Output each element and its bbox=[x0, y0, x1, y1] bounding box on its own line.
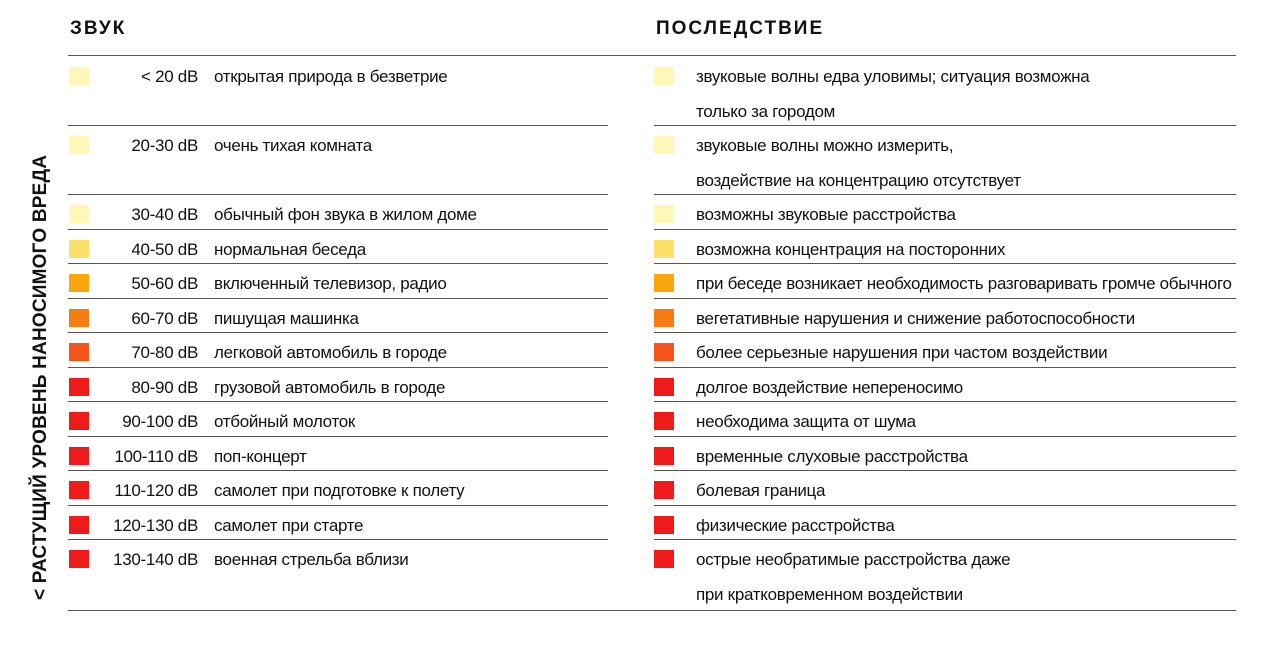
row-divider bbox=[68, 435, 608, 437]
row-divider bbox=[654, 194, 1236, 195]
sound-level-swatch bbox=[69, 205, 89, 223]
sound-level-swatch bbox=[69, 481, 89, 499]
effect-text: возможны звуковые расстройства bbox=[696, 205, 956, 224]
sound-level: 80-90 dB bbox=[131, 377, 198, 397]
effect-text: возможна концентрация на посторонних bbox=[696, 239, 1006, 259]
effect-text: звуковые волны можно измерить, bbox=[696, 136, 954, 155]
row-divider bbox=[68, 401, 608, 402]
row-divider bbox=[68, 297, 608, 299]
sound-source: легковой автомобиль в городе bbox=[214, 343, 447, 362]
sound-source: самолет при подготовке к полету bbox=[214, 481, 465, 500]
effect-swatch bbox=[654, 136, 674, 154]
sound-source: отбойный молоток bbox=[214, 412, 356, 431]
row-divider bbox=[654, 332, 1236, 333]
effect-text: острые необратимые расстройства даже bbox=[696, 550, 1011, 569]
sound-level: 70-80 dB bbox=[131, 343, 198, 362]
sound-level: < 20 dB bbox=[141, 67, 198, 86]
sound-level: 40-50 dB bbox=[131, 239, 198, 259]
row-divider bbox=[654, 504, 1236, 506]
sound-level-swatch bbox=[69, 377, 89, 396]
sound-level-swatch bbox=[69, 515, 89, 534]
sound-level-swatch bbox=[69, 446, 89, 465]
sound-level-swatch bbox=[69, 308, 89, 327]
sound-source: обычный фон звука в жилом доме bbox=[214, 205, 477, 224]
harm-axis-label: < РАСТУЩИЙ УРОВЕНЬ НАНОСИМОГО ВРЕДА bbox=[30, 154, 51, 600]
effect-swatch bbox=[654, 67, 674, 85]
effect-text: только за городом bbox=[696, 101, 836, 121]
sound-source: грузовой автомобиль в городе bbox=[214, 377, 446, 397]
table-bottom-rule bbox=[68, 610, 1236, 611]
effect-text: при кратковременном воздействии bbox=[696, 584, 963, 604]
sound-level-swatch bbox=[69, 67, 89, 85]
effect-swatch bbox=[654, 205, 674, 223]
row-divider bbox=[654, 401, 1236, 402]
row-divider bbox=[654, 435, 1236, 437]
effect-text: необходима защита от шума bbox=[696, 412, 916, 431]
row-divider bbox=[654, 125, 1236, 126]
effect-swatch bbox=[654, 515, 674, 534]
effect-text: физические расстройства bbox=[696, 515, 895, 535]
effect-text: болевая граница bbox=[696, 481, 826, 500]
row-divider bbox=[68, 504, 608, 506]
sound-level-swatch bbox=[69, 274, 89, 292]
row-divider bbox=[68, 470, 608, 471]
effect-text: воздействие на концентрацию отсутствует bbox=[696, 170, 1021, 190]
sound-level-swatch bbox=[69, 412, 89, 430]
sound-level: 60-70 dB bbox=[131, 308, 198, 328]
row-divider bbox=[654, 297, 1236, 299]
row-divider bbox=[68, 366, 608, 368]
sound-source: самолет при старте bbox=[214, 515, 364, 535]
effect-swatch bbox=[654, 239, 674, 258]
sound-level: 30-40 dB bbox=[131, 205, 198, 224]
sound-level-swatch bbox=[69, 550, 89, 568]
sound-source: пишущая машинка bbox=[214, 308, 359, 328]
row-divider bbox=[654, 366, 1236, 368]
effect-column-header: ПОСЛЕДСТВИЕ bbox=[656, 18, 825, 39]
sound-level: 50-60 dB bbox=[131, 274, 198, 293]
effect-swatch bbox=[654, 308, 674, 327]
effect-swatch bbox=[654, 481, 674, 499]
effect-swatch bbox=[654, 343, 674, 361]
sound-level-swatch bbox=[69, 343, 89, 361]
row-divider bbox=[68, 194, 608, 195]
row-divider bbox=[68, 332, 608, 333]
effect-text: вегетативные нарушения и снижение работо… bbox=[696, 308, 1135, 328]
row-divider bbox=[654, 263, 1236, 264]
sound-source: военная стрельба вблизи bbox=[214, 550, 409, 569]
effect-swatch bbox=[654, 550, 674, 568]
row-divider bbox=[654, 470, 1236, 471]
effect-swatch bbox=[654, 274, 674, 292]
row-divider bbox=[654, 228, 1236, 230]
sound-source: открытая природа в безветрие bbox=[214, 67, 448, 86]
sound-source: включенный телевизор, радио bbox=[214, 274, 447, 293]
sound-source: нормальная беседа bbox=[214, 239, 366, 259]
sound-level: 110-120 dB bbox=[114, 481, 198, 500]
sound-source: очень тихая комната bbox=[214, 136, 372, 155]
effect-text: при беседе возникает необходимость разго… bbox=[696, 274, 1232, 293]
effect-text: долгое воздействие непереносимо bbox=[696, 377, 963, 397]
effect-text: временные слуховые расстройства bbox=[696, 446, 968, 466]
row-divider bbox=[68, 263, 608, 264]
sound-level-swatch bbox=[69, 136, 89, 154]
row-divider bbox=[68, 228, 608, 230]
effect-swatch bbox=[654, 446, 674, 465]
effect-swatch bbox=[654, 412, 674, 430]
sound-level: 20-30 dB bbox=[131, 136, 198, 155]
effect-text: более серьезные нарушения при частом воз… bbox=[696, 343, 1108, 362]
sound-column-header: ЗВУК bbox=[70, 18, 127, 39]
sound-level: 130-140 dB bbox=[113, 550, 198, 569]
effect-text: звуковые волны едва уловимы; ситуация во… bbox=[696, 67, 1090, 86]
effect-swatch bbox=[654, 377, 674, 396]
header-rule bbox=[68, 55, 1236, 56]
sound-level: 120-130 dB bbox=[113, 515, 198, 535]
sound-level: 90-100 dB bbox=[122, 412, 198, 431]
row-divider bbox=[68, 125, 608, 126]
row-divider bbox=[654, 539, 1236, 540]
row-divider bbox=[68, 539, 608, 540]
sound-level-swatch bbox=[69, 239, 89, 258]
sound-level: 100-110 dB bbox=[114, 446, 198, 466]
sound-source: поп-концерт bbox=[214, 446, 307, 466]
